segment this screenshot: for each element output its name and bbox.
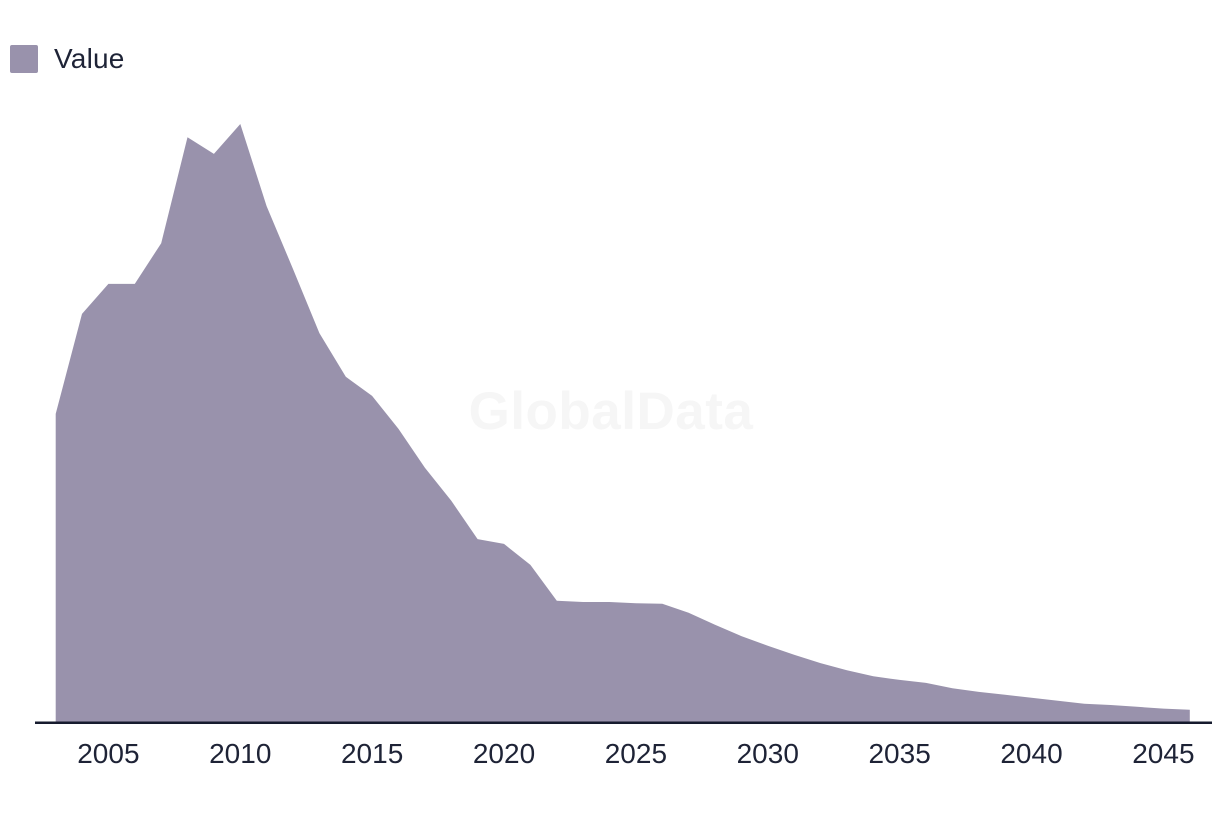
area-series-value[interactable] bbox=[55, 124, 1190, 723]
legend-label: Value bbox=[54, 43, 125, 74]
legend-swatch-icon bbox=[10, 45, 38, 73]
legend-item-value[interactable]: Value bbox=[10, 45, 125, 73]
watermark-text: GlobalData bbox=[468, 382, 754, 441]
x-axis-line bbox=[35, 721, 1212, 724]
